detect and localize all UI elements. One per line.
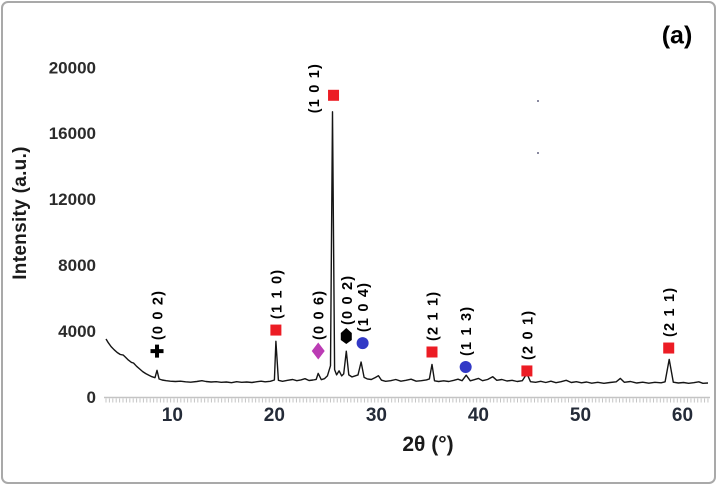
peak-label: (1 1 0) xyxy=(269,269,285,319)
y-tick-label: 16000 xyxy=(49,124,96,143)
y-axis-title: Intensity (a.u.) xyxy=(10,146,31,280)
peak-label: (0 0 6) xyxy=(312,290,328,340)
x-tick-label: 60 xyxy=(672,405,693,426)
peak-marker-square-icon xyxy=(328,89,340,101)
peak-marker-circle-icon xyxy=(459,360,472,373)
peak-marker-square-icon xyxy=(663,342,675,354)
peak-label: (2 0 1) xyxy=(520,310,536,360)
x-tick-label: 40 xyxy=(468,405,489,426)
y-tick-label: 12000 xyxy=(49,190,96,209)
x-tick-label: 50 xyxy=(570,405,591,426)
y-tick-label: 0 xyxy=(87,388,96,407)
y-tick-label: 4000 xyxy=(58,322,96,341)
peak-label: (2 1 1) xyxy=(662,287,678,337)
peak-marker-pentagon-icon xyxy=(340,328,352,344)
y-tick-label: 20000 xyxy=(49,58,96,77)
x-tick-label: 30 xyxy=(366,405,387,426)
y-tick-label: 8000 xyxy=(58,256,96,275)
peak-marker-plus-icon xyxy=(150,344,164,358)
peak-label: (1 0 1) xyxy=(307,63,323,113)
peak-marker-diamond-icon xyxy=(311,342,325,360)
x-tick-label: 10 xyxy=(162,405,183,426)
peak-marker-square-icon xyxy=(426,346,438,358)
x-axis-title: 2θ (°) xyxy=(402,433,454,456)
peak-label: (2 1 1) xyxy=(425,291,441,341)
speck xyxy=(537,152,539,154)
peak-label: (1 1 3) xyxy=(459,306,475,356)
panel-label: (a) xyxy=(661,21,693,50)
peak-marker-square-icon xyxy=(521,365,533,377)
speck xyxy=(537,100,539,102)
xrd-trace xyxy=(105,111,709,384)
peak-marker-circle-icon xyxy=(356,337,369,350)
peak-label: (0 0 2) xyxy=(340,275,356,325)
peak-label: (1 0 4) xyxy=(356,282,372,332)
peak-label: (0 0 2) xyxy=(151,290,167,340)
peak-marker-square-icon xyxy=(270,324,282,336)
x-tick-label: 20 xyxy=(264,405,285,426)
